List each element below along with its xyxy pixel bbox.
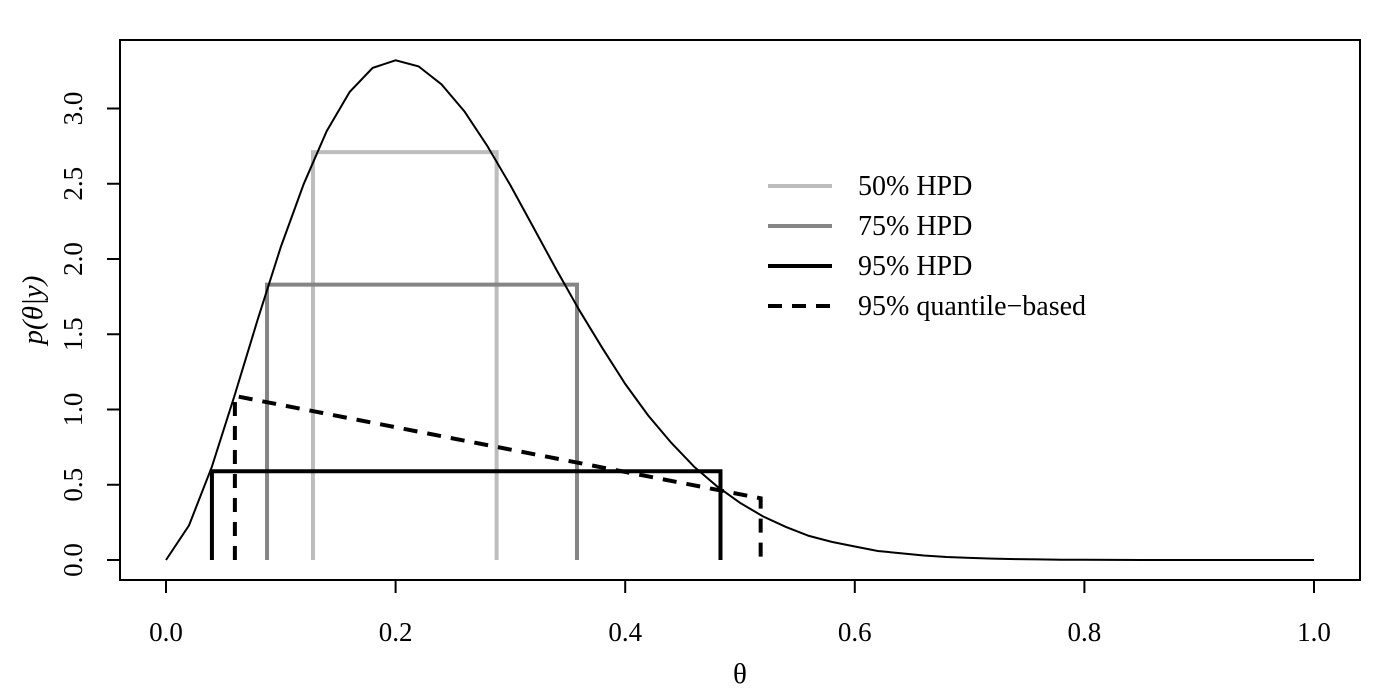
interval-2 [265, 282, 579, 560]
y-tick-label: 1.5 [58, 317, 88, 351]
y-tick-label: 2.0 [58, 242, 88, 276]
x-axis: 0.0 0.2 0.4 0.6 0.8 1.0 [149, 579, 1331, 647]
legend: 50% HPD 75% HPD 95% HPD 95% quantile−based [768, 171, 1086, 322]
y-tick-label: 1.0 [58, 393, 88, 427]
legend-label: 75% HPD [858, 211, 972, 242]
y-tick-label: 2.5 [58, 167, 88, 201]
interval-1 [310, 150, 499, 560]
y-axis: 0.0 0.5 1.0 1.5 2.0 2.5 3.0 [58, 92, 121, 577]
legend-label: 95% HPD [858, 251, 972, 282]
interval-3 [209, 469, 723, 560]
legend-label: 95% quantile−based [858, 291, 1086, 322]
y-tick-label: 0.5 [58, 468, 88, 502]
x-tick-label: 0.0 [149, 617, 183, 647]
intervals-layer [209, 150, 763, 560]
x-tick-label: 0.4 [608, 617, 642, 647]
x-tick-label: 0.6 [838, 617, 872, 647]
y-axis-title: p(θ|y) [17, 276, 49, 347]
interval-4 [232, 393, 763, 560]
y-tick-label: 0.0 [58, 543, 88, 577]
x-tick-label: 0.2 [379, 617, 413, 647]
legend-label: 50% HPD [858, 171, 972, 202]
density-curve [165, 59, 1314, 561]
y-tick-label: 3.0 [58, 92, 88, 126]
x-tick-label: 0.8 [1068, 617, 1102, 647]
plot-frame [119, 39, 1361, 581]
x-tick-label: 1.0 [1297, 617, 1331, 647]
x-axis-title: θ [733, 658, 747, 690]
